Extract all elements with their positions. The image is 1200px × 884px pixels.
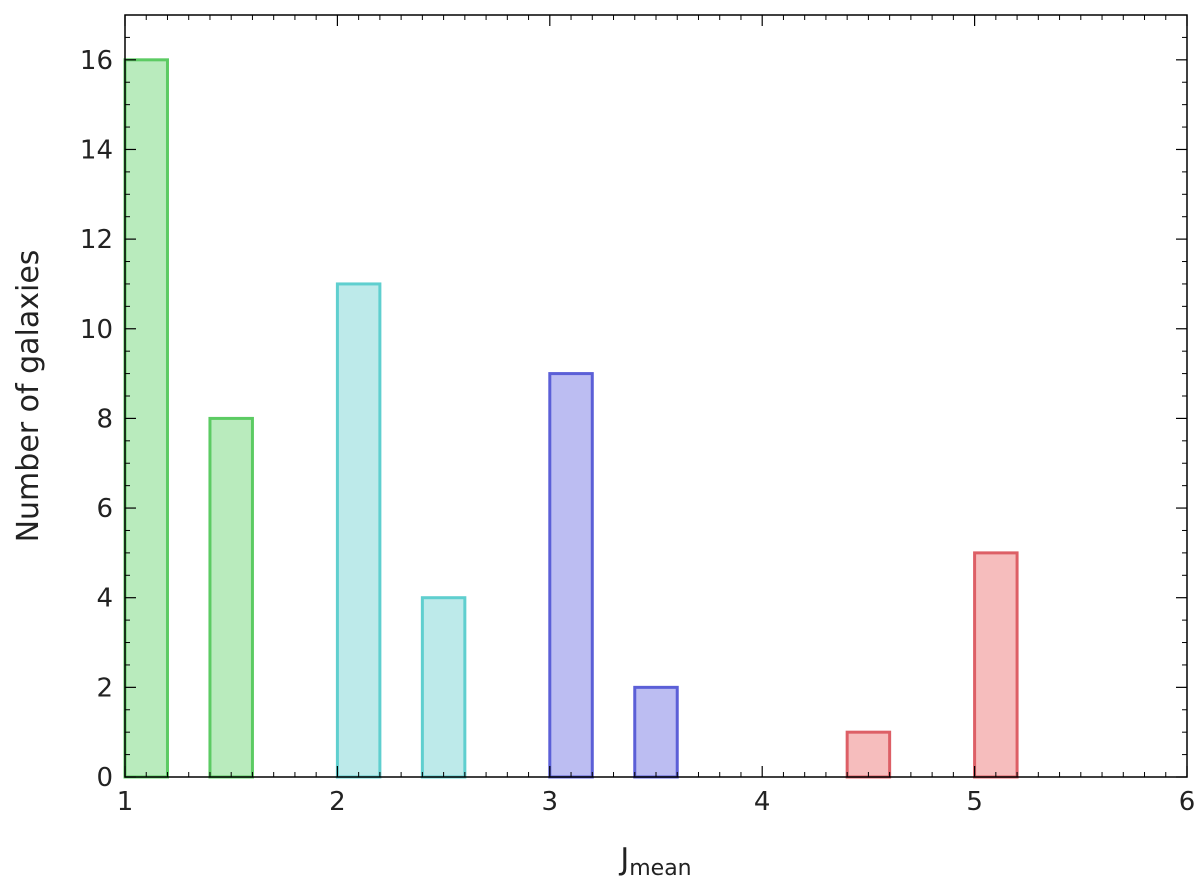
x-tick-label: 3 xyxy=(542,787,559,817)
bar-4 xyxy=(420,596,467,779)
y-tick-label: 0 xyxy=(96,763,113,793)
y-tick-label: 10 xyxy=(80,315,113,345)
bar-7 xyxy=(845,730,892,779)
plot-frame xyxy=(124,14,1188,778)
x-tick-label: 1 xyxy=(117,787,134,817)
bars-group xyxy=(123,58,1019,779)
x-tick-label: 6 xyxy=(1179,787,1196,817)
x-tick-label: 2 xyxy=(329,787,346,817)
y-tick-label: 16 xyxy=(80,46,113,76)
y-tick-label: 6 xyxy=(96,494,113,524)
x-axis-label: Jmean xyxy=(618,842,691,881)
bar-6 xyxy=(633,685,679,779)
bar-8 xyxy=(973,551,1019,779)
x-axis-label-main: J xyxy=(618,842,629,877)
x-tick-label: 4 xyxy=(754,787,771,817)
y-tick-label: 12 xyxy=(80,225,113,255)
y-tick-label: 2 xyxy=(96,673,113,703)
y-tick-label: 8 xyxy=(96,404,113,434)
y-tick-label: 14 xyxy=(80,135,113,165)
bar-3 xyxy=(335,282,382,779)
bar-5 xyxy=(548,372,594,779)
y-tick-label: 4 xyxy=(96,584,113,614)
x-tick-label: 5 xyxy=(966,787,983,817)
x-axis-label-subscript: mean xyxy=(629,856,691,881)
y-axis-label: Number of galaxies xyxy=(11,250,46,543)
bar-2 xyxy=(208,416,254,779)
